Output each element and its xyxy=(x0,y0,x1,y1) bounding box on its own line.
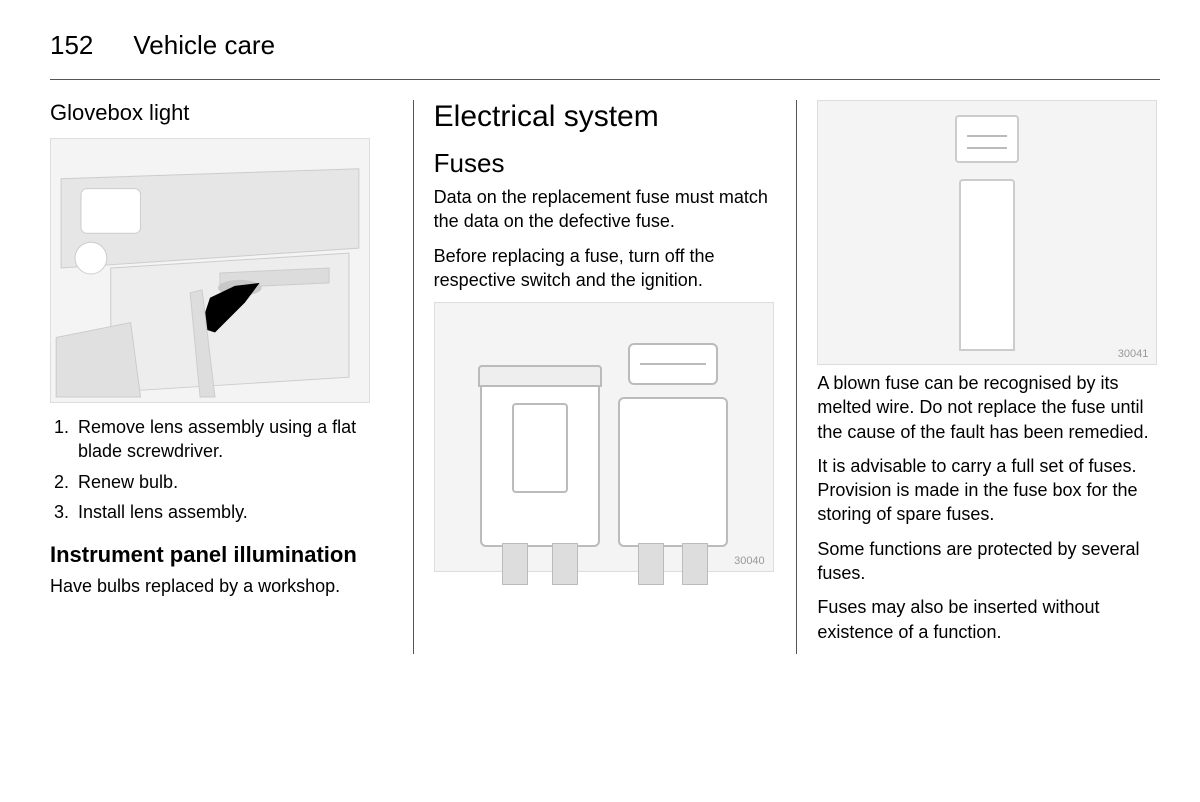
column-2: Electrical system Fuses Data on the repl… xyxy=(413,100,798,654)
heading-electrical-system: Electrical system xyxy=(434,100,777,134)
fuses-p1: Data on the replacement fuse must match … xyxy=(434,185,777,234)
blown-fuse-side-icon xyxy=(959,179,1015,351)
heading-glovebox-light: Glovebox light xyxy=(50,100,393,126)
fuses-p2: Before replacing a fuse, turn off the re… xyxy=(434,244,777,293)
content-columns: Glovebox light Remove lens assembly usin… xyxy=(50,100,1160,654)
fuse-front-icon xyxy=(480,377,600,547)
fuse-side-icon xyxy=(618,397,728,547)
fuse-top-icon xyxy=(628,343,718,385)
blown-p4: Fuses may also be inserted without exist… xyxy=(817,595,1160,644)
fuse-side-group xyxy=(618,343,728,547)
heading-instrument-panel: Instrument panel illumination xyxy=(50,542,393,568)
fuse-illustration: 30040 xyxy=(434,302,774,572)
column-3: 30041 A blown fuse can be recognised by … xyxy=(797,100,1160,654)
blown-p2: It is advisable to carry a full set of f… xyxy=(817,454,1160,527)
step-3: Install lens assembly. xyxy=(74,500,393,524)
glovebox-illustration xyxy=(50,138,370,403)
step-1: Remove lens assembly using a flat blade … xyxy=(74,415,393,464)
blown-fuse-top-icon xyxy=(955,115,1019,163)
illustration-id-2: 30041 xyxy=(1118,348,1149,360)
illustration-id: 30040 xyxy=(734,555,765,567)
instrument-panel-text: Have bulbs replaced by a workshop. xyxy=(50,574,393,598)
column-1: Glovebox light Remove lens assembly usin… xyxy=(50,100,413,654)
chapter-title: Vehicle care xyxy=(133,30,275,61)
step-2: Renew bulb. xyxy=(74,470,393,494)
page-number: 152 xyxy=(50,30,93,61)
blown-fuse-illustration: 30041 xyxy=(817,100,1157,365)
blown-p3: Some functions are protected by several … xyxy=(817,537,1160,586)
heading-fuses: Fuses xyxy=(434,148,777,179)
dashboard-icon xyxy=(51,139,369,402)
glovebox-steps: Remove lens assembly using a flat blade … xyxy=(50,415,393,524)
page-header: 152 Vehicle care xyxy=(50,30,1160,80)
blown-p1: A blown fuse can be recognised by its me… xyxy=(817,371,1160,444)
